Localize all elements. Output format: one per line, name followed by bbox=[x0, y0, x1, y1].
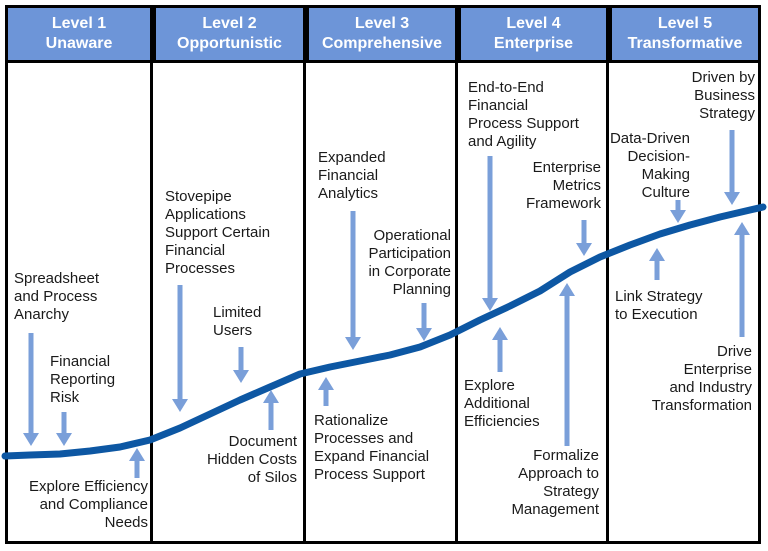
level-5-header: Level 5 Transformative bbox=[609, 5, 761, 63]
annotation-explore-efficiency: Explore Efficiency and Compliance Needs bbox=[29, 478, 148, 531]
annotation-drive-transformation: Drive Enterprise and Industry Transforma… bbox=[651, 343, 752, 414]
annotation-document-silo-costs: Document Hidden Costs of Silos bbox=[206, 433, 297, 486]
level-2-header: Level 2 Opportunistic bbox=[153, 5, 306, 63]
annotation-expanded-analytics: Expanded Financial Analytics bbox=[318, 149, 386, 202]
column-divider-3 bbox=[455, 63, 458, 544]
level-3-title: Level 3 bbox=[354, 15, 410, 32]
level-1-header: Level 1 Unaware bbox=[5, 5, 153, 63]
annotation-rationalize-processes: Rationalize Processes and Expand Financi… bbox=[314, 412, 430, 483]
level-1-title: Level 1 bbox=[51, 15, 107, 32]
annotation-explore-additional-efficiencies: Explore Additional Efficiencies bbox=[464, 377, 540, 430]
level-4-header: Level 4 Enterprise bbox=[458, 5, 609, 63]
annotation-data-driven-culture: Data-Driven Decision- Making Culture bbox=[609, 130, 690, 201]
annotation-stovepipe-applications: Stovepipe Applications Support Certain F… bbox=[165, 188, 271, 277]
annotation-formalize-strategy: Formalize Approach to Strategy Managemen… bbox=[511, 447, 599, 518]
level-3-subtitle: Comprehensive bbox=[321, 35, 443, 52]
level-4-subtitle: Enterprise bbox=[493, 35, 574, 52]
annotation-link-strategy-execution: Link Strategy to Execution bbox=[615, 288, 703, 323]
annotation-financial-reporting-risk: Financial Reporting Risk bbox=[50, 353, 116, 406]
annotation-limited-users: Limited Users bbox=[213, 304, 262, 339]
level-5-subtitle: Transformative bbox=[627, 35, 743, 52]
level-4-title: Level 4 bbox=[506, 15, 561, 32]
level-1-subtitle: Unaware bbox=[45, 35, 113, 52]
column-divider-2 bbox=[303, 63, 306, 544]
maturity-curve bbox=[1, 203, 767, 460]
level-2-subtitle: Opportunistic bbox=[177, 35, 282, 52]
annotation-operational-participation: Operational Participation in Corporate P… bbox=[368, 227, 451, 298]
annotation-enterprise-metrics: Enterprise Metrics Framework bbox=[525, 159, 601, 212]
column-divider-1 bbox=[150, 63, 153, 544]
annotation-driven-by-business-strategy: Driven by Business Strategy bbox=[691, 69, 755, 122]
annotation-spreadsheet-anarchy: Spreadsheet and Process Anarchy bbox=[14, 270, 100, 323]
column-divider-4 bbox=[606, 63, 609, 544]
level-5-title: Level 5 bbox=[657, 15, 713, 32]
level-2-title: Level 2 bbox=[202, 15, 257, 32]
diagram-body bbox=[5, 60, 761, 544]
level-3-header: Level 3 Comprehensive bbox=[306, 5, 458, 63]
annotation-end-to-end-support: End-to-End Financial Process Support and… bbox=[468, 79, 579, 150]
